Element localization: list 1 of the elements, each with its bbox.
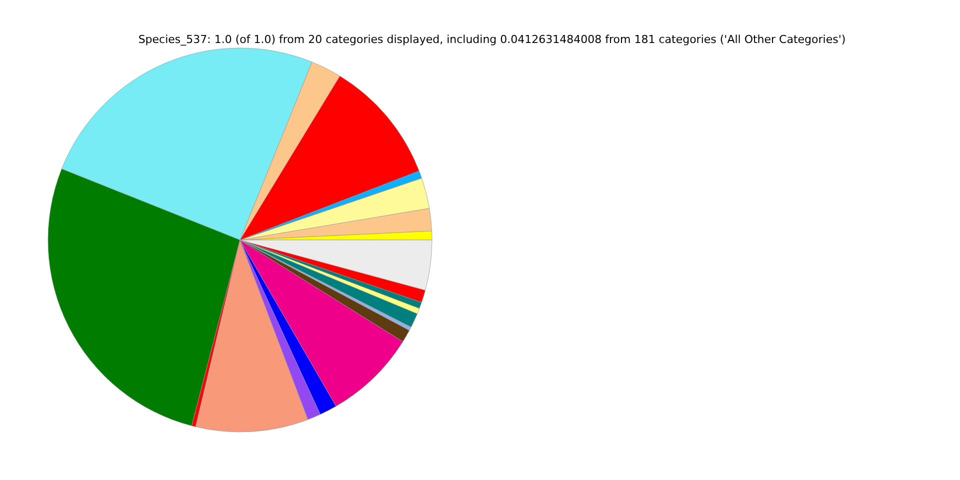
text: Species_537: 1.0 (of 1.0) from 20 categories displayed, including 0.0412631484008 from 181 categories ('All Other Categories'): [138, 33, 846, 46]
